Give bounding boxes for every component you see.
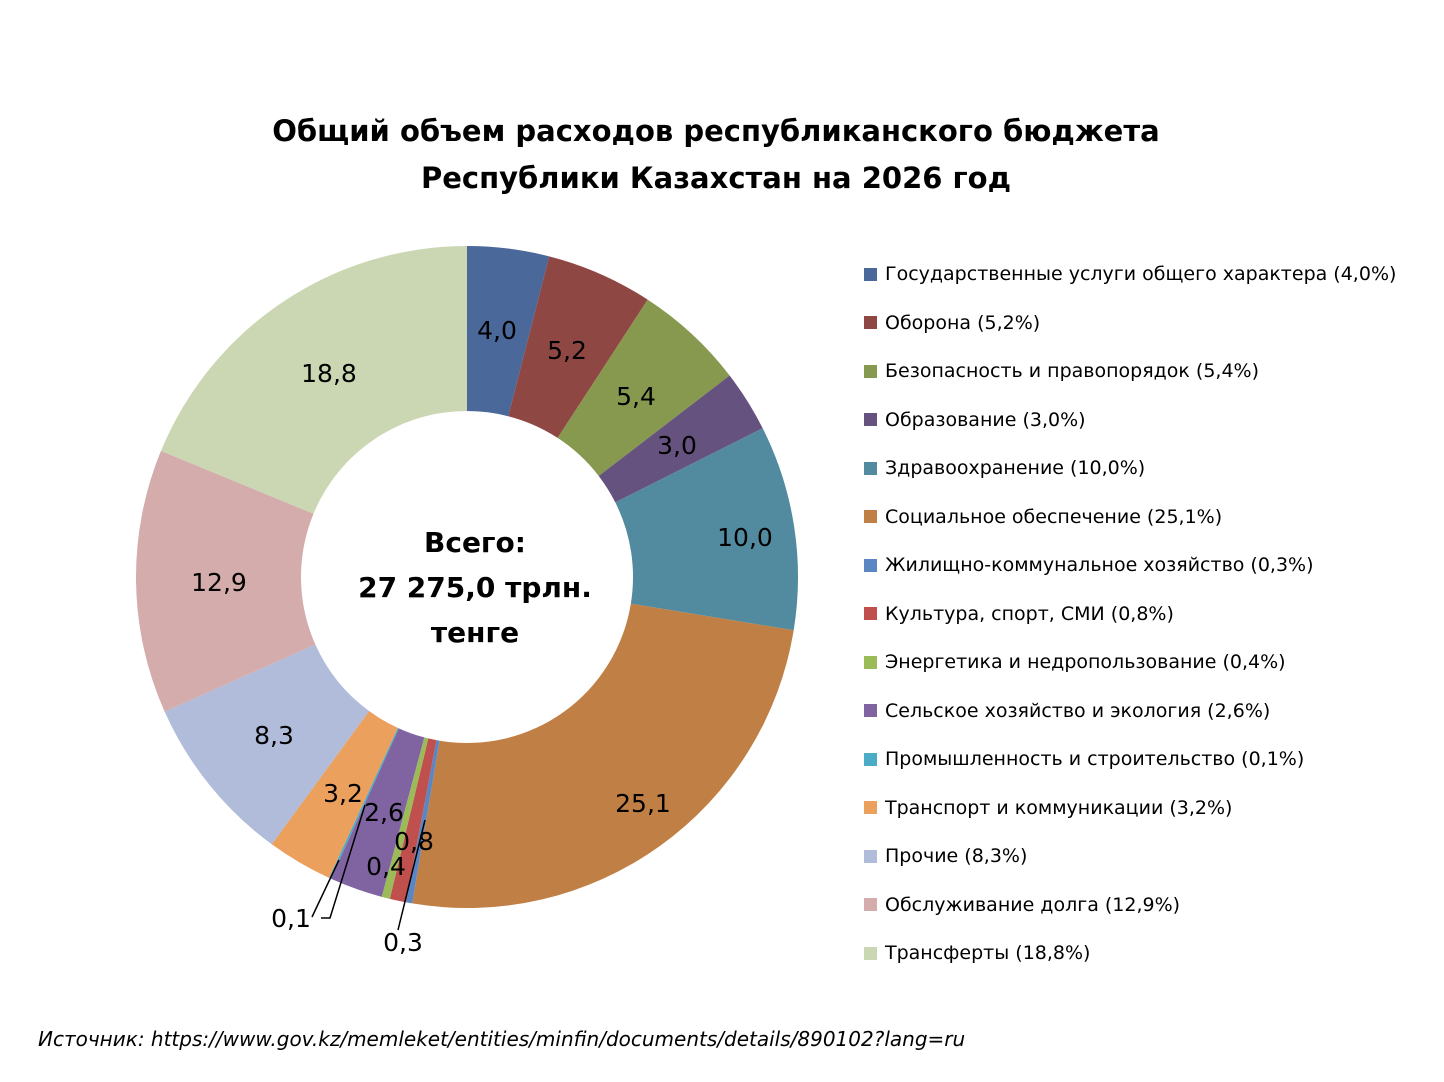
data-label-11: 3,2: [323, 779, 363, 808]
chart-title: Общий объем расходов республиканского бю…: [0, 108, 1432, 202]
legend-swatch: [864, 655, 877, 669]
slice-14: [160, 246, 467, 514]
slice-12: [164, 644, 370, 845]
legend-label: Сельское хозяйство и экология (2,6%): [885, 699, 1271, 722]
data-label-6: 0,3: [383, 928, 423, 957]
legend-swatch: [864, 801, 877, 815]
legend-label: Энергетика и недропользование (0,4%): [885, 651, 1286, 674]
legend-label: Транспорт и коммуникации (3,2%): [885, 796, 1233, 819]
legend-label: Обслуживание долга (12,9%): [885, 893, 1181, 916]
legend-label: Безопасность и правопорядок (5,4%): [885, 360, 1260, 383]
legend-swatch: [864, 752, 877, 766]
legend-item: Безопасность и правопорядок (5,4%): [864, 347, 1396, 396]
data-label-9: 2,6: [364, 798, 404, 827]
legend-swatch: [864, 946, 877, 960]
data-label-0: 4,0: [477, 316, 517, 345]
legend-item: Жилищно-коммунальное хозяйство (0,3%): [864, 541, 1396, 590]
data-label-3: 3,0: [657, 431, 697, 460]
legend-swatch: [864, 510, 877, 524]
legend-swatch: [864, 704, 877, 718]
leader-line-1: [321, 804, 366, 919]
center-label-line-2: 27 275,0 трлн.: [358, 571, 592, 604]
data-label-2: 5,4: [616, 382, 656, 411]
slice-2: [557, 299, 730, 476]
legend-swatch: [864, 364, 877, 378]
slice-10: [329, 727, 399, 879]
slice-7: [389, 738, 437, 903]
legend-swatch: [864, 898, 877, 912]
center-label-line-3: тенге: [431, 616, 519, 649]
slice-8: [381, 737, 429, 899]
legend-item: Обслуживание долга (12,9%): [864, 881, 1396, 930]
legend-item: Здравоохранение (10,0%): [864, 444, 1396, 493]
legend-label: Промышленность и строительство (0,1%): [885, 748, 1305, 771]
legend-label: Социальное обеспечение (25,1%): [885, 505, 1223, 528]
legend-swatch: [864, 413, 877, 427]
slice-3: [598, 375, 763, 503]
leader-line-0: [311, 859, 340, 918]
legend-label: Образование (3,0%): [885, 408, 1086, 431]
slice-1: [508, 256, 648, 438]
leader-line-2: [397, 819, 426, 931]
legend-item: Социальное обеспечение (25,1%): [864, 493, 1396, 542]
data-label-12: 8,3: [254, 721, 294, 750]
legend-item: Культура, спорт, СМИ (0,8%): [864, 590, 1396, 639]
legend-swatch: [864, 316, 877, 330]
legend-label: Здравоохранение (10,0%): [885, 457, 1146, 480]
legend-label: Трансферты (18,8%): [885, 942, 1091, 965]
legend-label: Государственные услуги общего характера …: [885, 263, 1397, 286]
legend-swatch: [864, 607, 877, 621]
legend-item: Государственные услуги общего характера …: [864, 250, 1396, 299]
slice-4: [615, 428, 798, 631]
source-note: Источник: https://www.gov.kz/memleket/en…: [38, 1027, 966, 1051]
data-label-10: 0,1: [271, 904, 311, 933]
legend-swatch: [864, 461, 877, 475]
legend-item: Образование (3,0%): [864, 396, 1396, 445]
data-label-8: 0,4: [366, 852, 406, 881]
data-label-4: 10,0: [717, 523, 773, 552]
slice-13: [135, 450, 316, 712]
legend-item: Энергетика и недропользование (0,4%): [864, 638, 1396, 687]
slice-5: [412, 603, 794, 908]
data-label-1: 5,2: [547, 336, 587, 365]
data-label-13: 12,9: [191, 568, 247, 597]
slice-0: [467, 246, 550, 417]
data-label-14: 18,8: [301, 359, 357, 388]
legend-label: Прочие (8,3%): [885, 845, 1028, 868]
legend-item: Оборона (5,2%): [864, 299, 1396, 348]
legend-label: Жилищно-коммунальное хозяйство (0,3%): [885, 554, 1314, 577]
slice-11: [271, 711, 398, 878]
legend-item: Транспорт и коммуникации (3,2%): [864, 784, 1396, 833]
legend-item: Промышленность и строительство (0,1%): [864, 735, 1396, 784]
legend-label: Культура, спорт, СМИ (0,8%): [885, 602, 1174, 625]
legend-swatch: [864, 849, 877, 863]
legend-swatch: [864, 558, 877, 572]
legend-item: Трансферты (18,8%): [864, 929, 1396, 978]
legend-swatch: [864, 267, 877, 281]
legend-item: Прочие (8,3%): [864, 832, 1396, 881]
chart-title-line-2: Республики Казахстан на 2026 год: [420, 161, 1012, 195]
slice-9: [330, 728, 425, 897]
data-label-5: 25,1: [615, 789, 671, 818]
legend: Государственные услуги общего характера …: [864, 250, 1396, 978]
center-label-line-1: Всего:: [424, 526, 526, 559]
legend-label: Оборона (5,2%): [885, 311, 1041, 334]
legend-item: Сельское хозяйство и экология (2,6%): [864, 687, 1396, 736]
chart-title-line-1: Общий объем расходов республиканского бю…: [272, 114, 1160, 148]
data-label-7: 0,8: [394, 827, 434, 856]
